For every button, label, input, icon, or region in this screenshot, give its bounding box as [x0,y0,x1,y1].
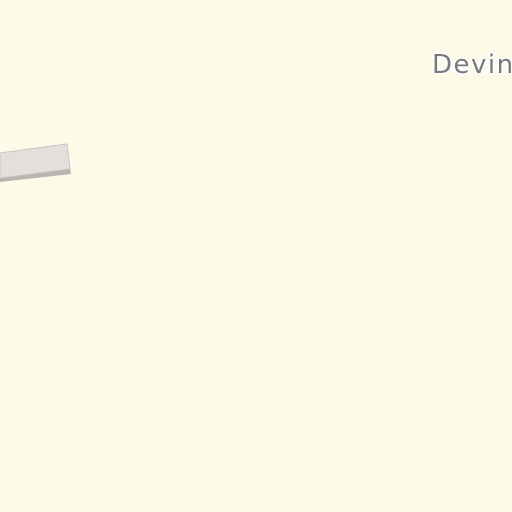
building[interactable] [0,143,71,179]
place-label[interactable]: Devin [432,50,512,80]
